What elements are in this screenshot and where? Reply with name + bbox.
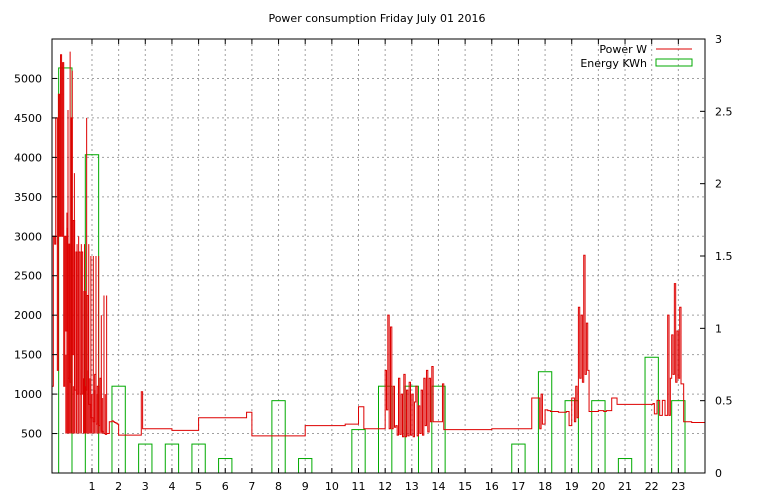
x-axis: 1 2 3 4 5 6 7 8 9 10 11 12 13 14 15 16 17 18 19 20 21 22 23 [88,39,685,493]
y2-tick-label: 1.5 [715,250,733,263]
x-tick-label: 1 [88,480,95,493]
x-tick-label: 17 [511,480,525,493]
x-tick-label: 10 [325,480,339,493]
x-tick-label: 11 [352,480,366,493]
energy-bar [271,400,286,474]
x-tick-label: 6 [222,480,229,493]
x-tick-label: 12 [378,480,392,493]
x-tick-label: 14 [431,480,445,493]
y-tick-label: 3500 [14,191,42,204]
power-line [52,54,706,438]
y-tick-label: 4500 [14,112,42,125]
y-tick-label: 5000 [14,72,42,85]
legend-power-label: Power W [599,43,647,56]
y2-tick-label: 0 [715,467,722,480]
x-tick-label: 16 [485,480,499,493]
power-series [52,51,706,438]
y-tick-label: 4000 [14,151,42,164]
x-tick-label: 9 [302,480,309,493]
legend: Power W Energy KWh [580,43,693,70]
y-tick-label: 1000 [14,388,42,401]
y-tick-label: 3000 [14,230,42,243]
energy-series [58,67,686,474]
x-tick-label: 8 [275,480,282,493]
x-tick-label: 22 [645,480,659,493]
legend-energy-swatch [655,58,693,67]
y-tick-label: 500 [21,428,42,441]
y2-tick-label: 1 [715,322,722,335]
chart-title: Power consumption Friday July 01 2016 [268,12,485,25]
x-tick-label: 23 [671,480,685,493]
y-axis-right: 0 0.5 1 1.5 2 2.5 3 [700,33,733,480]
x-tick-label: 15 [458,480,472,493]
y2-tick-label: 0.5 [715,395,733,408]
y-tick-label: 1500 [14,349,42,362]
x-tick-label: 4 [168,480,175,493]
y2-tick-label: 3 [715,33,722,46]
x-tick-label: 7 [248,480,255,493]
energy-bar [671,400,686,474]
x-tick-label: 18 [538,480,552,493]
y-tick-label: 2000 [14,309,42,322]
x-tick-label: 20 [591,480,605,493]
x-tick-label: 19 [565,480,579,493]
y2-tick-label: 2.5 [715,105,733,118]
x-tick-label: 2 [115,480,122,493]
x-tick-label: 3 [142,480,149,493]
x-tick-label: 13 [405,480,419,493]
x-tick-label: 5 [195,480,202,493]
y-axis-left: 500 1000 1500 2000 2500 3000 3500 4000 4500 5000 [14,72,57,441]
energy-bar [351,429,366,474]
x-tick-label: 21 [618,480,632,493]
legend-energy-label: Energy KWh [580,57,647,70]
y2-tick-label: 2 [715,178,722,191]
y-tick-label: 2500 [14,270,42,283]
